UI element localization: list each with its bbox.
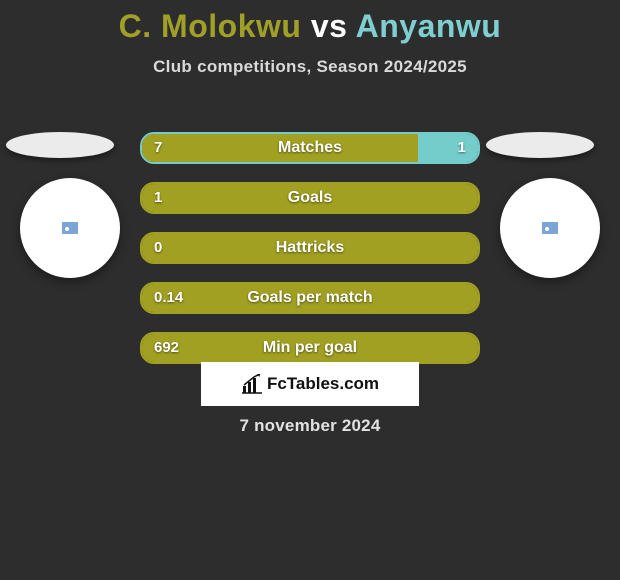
stat-label: Goals per match <box>142 284 478 312</box>
player2-name: Anyanwu <box>356 8 502 44</box>
avatar-placeholder-icon <box>60 220 80 236</box>
page-title: C. Molokwu vs Anyanwu <box>0 8 620 45</box>
comparison-infographic: C. Molokwu vs Anyanwu Club competitions,… <box>0 8 620 580</box>
stat-label: Hattricks <box>142 234 478 262</box>
avatar-placeholder-icon <box>540 220 560 236</box>
barchart-icon <box>241 374 263 394</box>
team-right-ellipse <box>486 132 594 158</box>
stat-row: 0Hattricks <box>140 232 480 264</box>
stat-label: Min per goal <box>142 334 478 362</box>
stat-row: 71Matches <box>140 132 480 164</box>
source-badge: FcTables.com <box>201 362 419 406</box>
player1-avatar <box>20 178 120 278</box>
date-text: 7 november 2024 <box>0 416 620 436</box>
stat-row: 1Goals <box>140 182 480 214</box>
badge-inner: FcTables.com <box>241 374 379 394</box>
team-left-ellipse <box>6 132 114 158</box>
stat-rows: 71Matches 1Goals 0Hattricks 0.14Goals per m… <box>140 132 480 382</box>
vs-text: vs <box>311 8 348 44</box>
badge-text: FcTables.com <box>267 374 379 394</box>
subtitle: Club competitions, Season 2024/2025 <box>0 57 620 77</box>
stat-label: Matches <box>142 134 478 162</box>
player1-name: C. Molokwu <box>119 8 302 44</box>
stat-row: 0.14Goals per match <box>140 282 480 314</box>
stat-row: 692Min per goal <box>140 332 480 364</box>
stat-label: Goals <box>142 184 478 212</box>
player2-avatar <box>500 178 600 278</box>
